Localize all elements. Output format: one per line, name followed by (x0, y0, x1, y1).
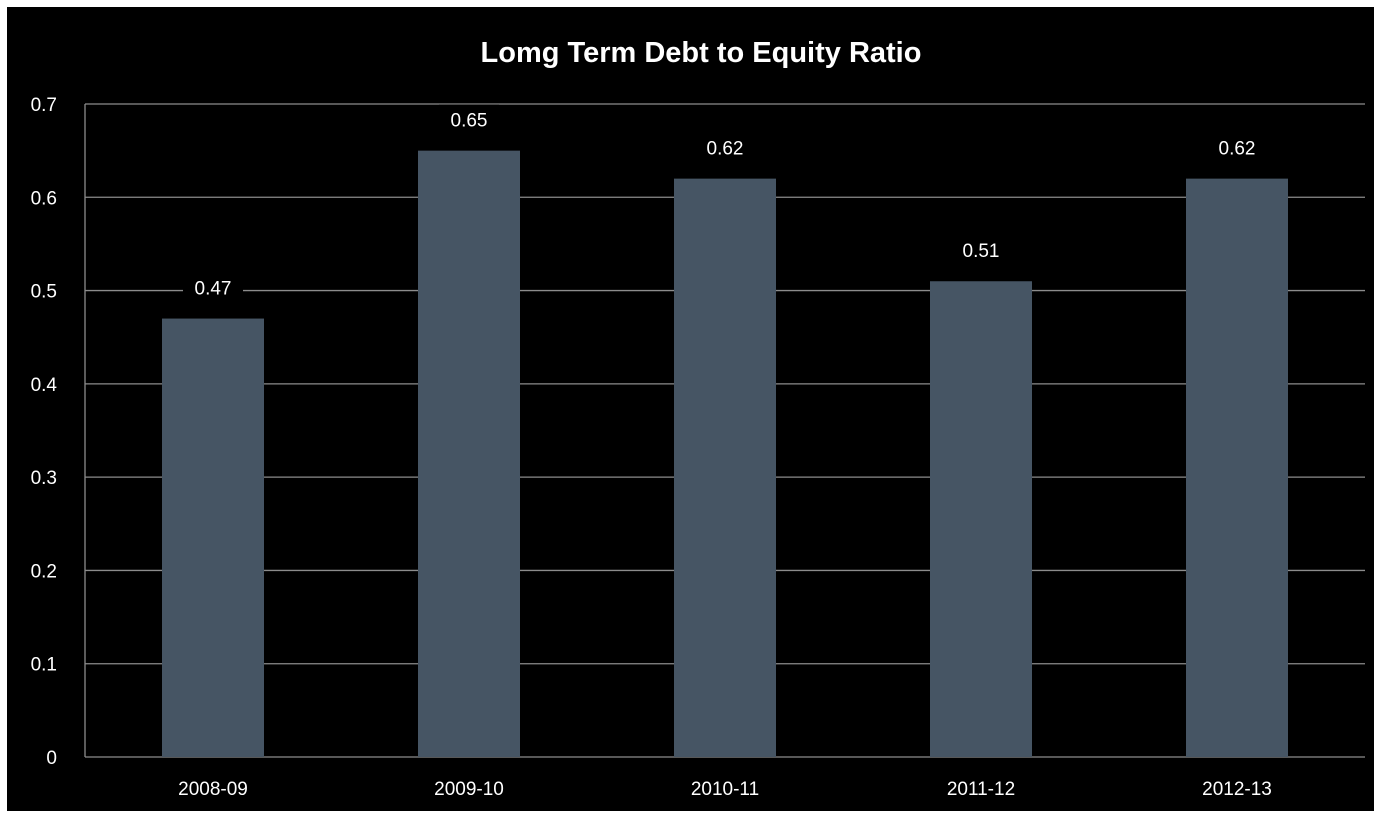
x-tick-label: 2009-10 (434, 779, 504, 800)
bar-2009-10 (418, 150, 520, 758)
bar-2012-13 (1186, 178, 1288, 758)
y-tick-label: 0 (46, 748, 57, 769)
x-tick-label: 2012-13 (1202, 779, 1272, 800)
data-label: 0.47 (195, 279, 232, 300)
data-label-background (695, 132, 755, 161)
bars (162, 150, 1288, 758)
bar-chart: Lomg Term Debt to Equity Ratio 0 0.1 0.2 0.… (31, 37, 1365, 800)
data-label: 0.62 (707, 139, 744, 160)
data-label-background (951, 235, 1011, 264)
y-tick-label: 0.3 (31, 468, 57, 489)
y-tick-label: 0.7 (31, 95, 57, 116)
bar-2010-11 (674, 178, 776, 758)
x-tick-label: 2011-12 (947, 779, 1015, 800)
chart-title: Lomg Term Debt to Equity Ratio (481, 37, 922, 69)
chart-area: Lomg Term Debt to Equity Ratio 0 0.1 0.2 0.… (7, 7, 1374, 811)
data-label-background (183, 272, 243, 301)
y-tick-label: 0.4 (31, 375, 58, 396)
y-tick-label: 0.6 (31, 188, 57, 209)
data-label: 0.62 (1219, 139, 1256, 160)
data-labels: 0.47 0.65 0.62 0.51 0.62 (183, 104, 1267, 301)
data-label: 0.51 (963, 241, 1000, 262)
x-axis-tick-labels: 2008-09 2009-10 2010-11 2011-12 2012-13 (178, 779, 1272, 800)
data-label-background (1207, 132, 1267, 161)
y-tick-label: 0.1 (31, 655, 57, 676)
data-label: 0.65 (451, 111, 488, 132)
data-label-background (439, 104, 499, 133)
bar-2011-12 (930, 281, 1032, 757)
bar-2008-09 (162, 318, 264, 757)
x-tick-label: 2010-11 (691, 779, 759, 800)
x-tick-label: 2008-09 (178, 779, 248, 800)
y-axis-tick-labels: 0 0.1 0.2 0.3 0.4 0.5 0.6 0.7 (31, 95, 58, 769)
y-tick-label: 0.2 (31, 561, 57, 582)
y-tick-label: 0.5 (31, 282, 57, 303)
